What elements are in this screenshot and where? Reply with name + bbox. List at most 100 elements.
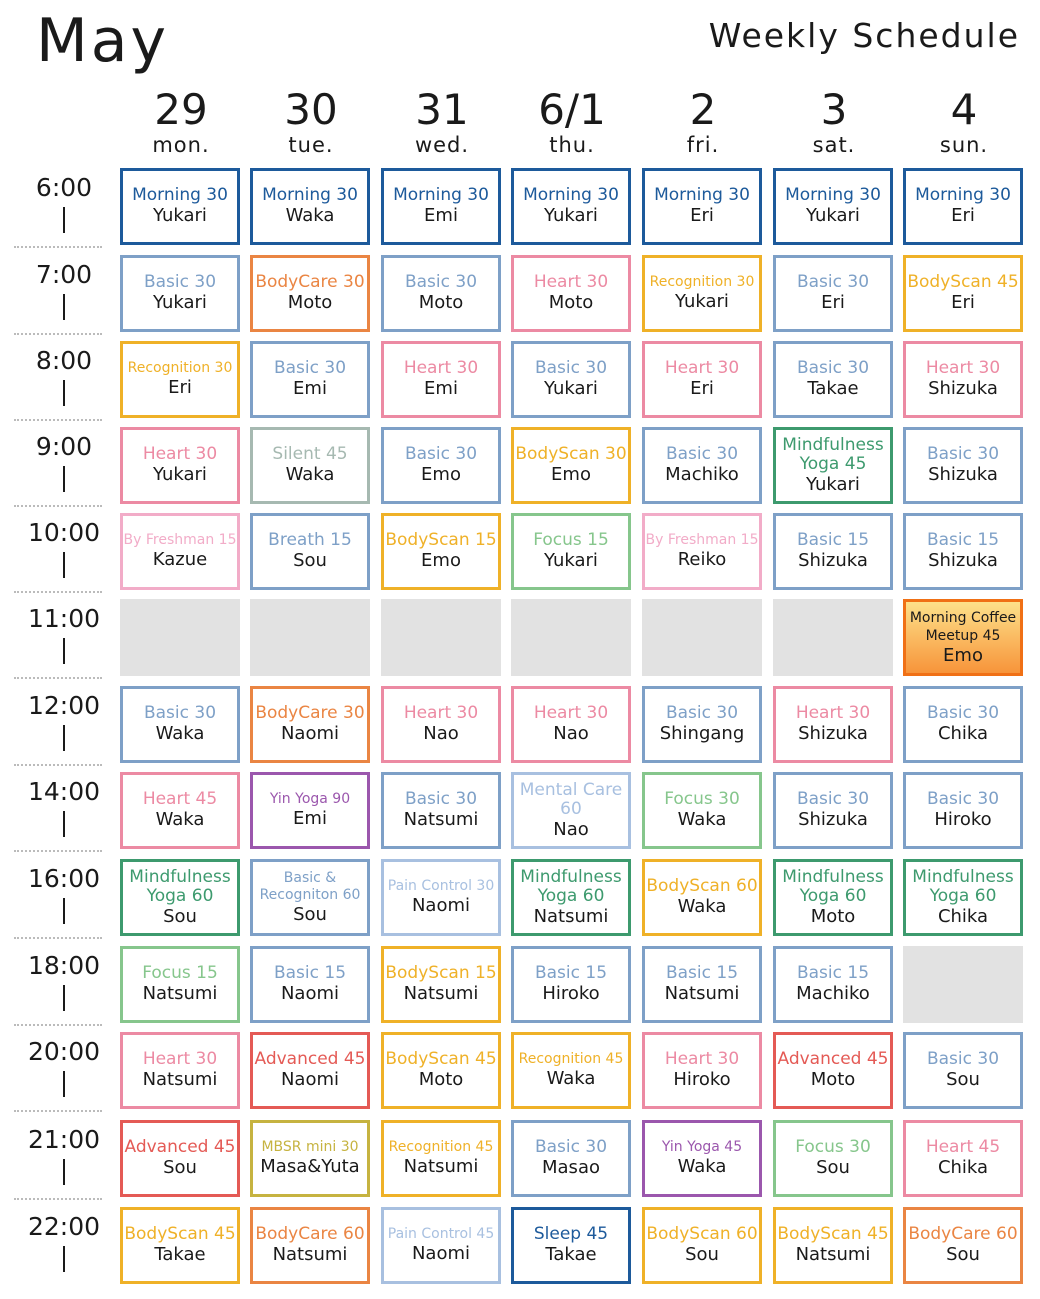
class-slot[interactable]: Breath 15 Sou — [250, 513, 370, 590]
class-slot[interactable]: Morning 30 Eri — [642, 168, 762, 245]
instructor-name: Moto — [418, 292, 464, 313]
class-slot[interactable]: Heart 30 Yukari — [120, 427, 240, 504]
class-slot[interactable]: Recognition 30 Yukari — [642, 255, 762, 332]
class-slot[interactable]: BodyScan 45 Takae — [120, 1207, 240, 1284]
class-slot[interactable]: Basic 15 Naomi — [250, 946, 370, 1023]
class-slot[interactable]: BodyScan 45 Moto — [381, 1032, 501, 1109]
class-slot[interactable]: Basic 30 Shizuka — [773, 772, 893, 849]
class-slot[interactable]: Basic 30 Natsumi — [381, 772, 501, 849]
class-slot[interactable]: Basic 30 Masao — [511, 1120, 631, 1197]
class-slot[interactable]: Mental Care 60 Nao — [511, 772, 631, 849]
class-name: Heart 30 — [664, 358, 740, 378]
class-slot[interactable]: Heart 30 Moto — [511, 255, 631, 332]
instructor-name: Natsumi — [795, 1244, 871, 1265]
class-slot[interactable]: Basic 30 Eri — [773, 255, 893, 332]
class-slot[interactable]: Basic 30 Emi — [250, 341, 370, 418]
instructor-name: Yukari — [544, 550, 598, 571]
class-slot[interactable]: Recognition 30 Eri — [120, 341, 240, 418]
class-slot[interactable]: Mindfulness Yoga 45 Yukari — [773, 427, 893, 504]
class-slot[interactable]: Basic 30 Waka — [120, 686, 240, 763]
class-slot[interactable]: BodyCare 30 Moto — [250, 255, 370, 332]
class-slot[interactable]: Heart 30 Eri — [642, 341, 762, 418]
class-slot[interactable]: Sleep 45 Takae — [511, 1207, 631, 1284]
class-slot[interactable]: BodyScan 30 Emo — [511, 427, 631, 504]
class-slot[interactable]: BodyCare 60 Natsumi — [250, 1207, 370, 1284]
class-slot[interactable]: Basic 15 Shizuka — [903, 513, 1023, 590]
class-slot[interactable]: Basic & Recogniton 60 Sou — [250, 859, 370, 936]
class-slot[interactable]: Morning 30 Yukari — [120, 168, 240, 245]
class-slot[interactable]: Basic 30 Machiko — [642, 427, 762, 504]
class-slot[interactable]: Focus 15 Yukari — [511, 513, 631, 590]
class-slot[interactable]: Basic 30 Shizuka — [903, 427, 1023, 504]
class-slot[interactable]: By Freshman 15 Reiko — [642, 513, 762, 590]
class-slot[interactable]: Heart 30 Nao — [511, 686, 631, 763]
class-slot[interactable]: Heart 30 Shizuka — [903, 341, 1023, 418]
class-slot[interactable]: Basic 30 Moto — [381, 255, 501, 332]
class-slot[interactable]: Morning 30 Waka — [250, 168, 370, 245]
time-label: 7:00 — [14, 260, 114, 320]
time-text: 21:00 — [27, 1125, 101, 1154]
day-name: sun. — [939, 133, 989, 157]
row-separator — [14, 1110, 102, 1112]
class-slot[interactable]: Heart 45 Chika — [903, 1120, 1023, 1197]
class-name: Mindfulness Yoga 60 — [129, 866, 231, 906]
class-slot[interactable]: Basic 30 Shingang — [642, 686, 762, 763]
class-slot[interactable]: Heart 30 Hiroko — [642, 1032, 762, 1109]
class-slot[interactable]: BodyScan 15 Emo — [381, 513, 501, 590]
class-slot[interactable]: Recognition 45 Natsumi — [381, 1120, 501, 1197]
class-name: Mental Care 60 — [519, 779, 623, 819]
class-slot[interactable]: Basic 30 Takae — [773, 341, 893, 418]
class-slot[interactable]: Heart 30 Nao — [381, 686, 501, 763]
class-slot[interactable]: BodyScan 60 Waka — [642, 859, 762, 936]
class-slot[interactable]: Advanced 45 Naomi — [250, 1032, 370, 1109]
class-slot[interactable]: Pain Control 30 Naomi — [381, 859, 501, 936]
class-slot[interactable]: Heart 30 Shizuka — [773, 686, 893, 763]
class-slot[interactable]: MBSR mini 30 Masa&Yuta — [250, 1120, 370, 1197]
class-slot[interactable]: Yin Yoga 90 Emi — [250, 772, 370, 849]
instructor-name: Waka — [677, 1156, 727, 1177]
class-slot[interactable]: Pain Control 45 Naomi — [381, 1207, 501, 1284]
class-slot[interactable]: BodyScan 60 Sou — [642, 1207, 762, 1284]
class-slot[interactable]: Basic 30 Yukari — [120, 255, 240, 332]
class-slot[interactable]: Mindfulness Yoga 60 Chika — [903, 859, 1023, 936]
class-slot[interactable]: Focus 15 Natsumi — [120, 946, 240, 1023]
class-slot[interactable]: Morning Coffee Meetup 45 Emo — [903, 599, 1023, 676]
class-slot[interactable]: Mindfulness Yoga 60 Moto — [773, 859, 893, 936]
class-slot[interactable]: Morning 30 Yukari — [511, 168, 631, 245]
class-slot[interactable]: Basic 30 Emo — [381, 427, 501, 504]
class-slot[interactable]: Mindfulness Yoga 60 Natsumi — [511, 859, 631, 936]
class-slot[interactable]: Basic 30 Chika — [903, 686, 1023, 763]
class-slot[interactable]: Advanced 45 Moto — [773, 1032, 893, 1109]
class-slot[interactable]: Basic 30 Yukari — [511, 341, 631, 418]
class-name: Pain Control 30 — [387, 878, 495, 894]
class-slot[interactable]: Focus 30 Waka — [642, 772, 762, 849]
class-slot[interactable]: BodyCare 30 Naomi — [250, 686, 370, 763]
time-text: 18:00 — [27, 951, 101, 980]
class-slot[interactable]: BodyCare 60 Sou — [903, 1207, 1023, 1284]
class-slot[interactable]: Basic 30 Sou — [903, 1032, 1023, 1109]
class-slot[interactable]: Morning 30 Eri — [903, 168, 1023, 245]
class-slot[interactable]: Morning 30 Yukari — [773, 168, 893, 245]
class-slot[interactable]: Basic 15 Hiroko — [511, 946, 631, 1023]
class-slot[interactable]: Basic 30 Hiroko — [903, 772, 1023, 849]
class-slot[interactable]: Advanced 45 Sou — [120, 1120, 240, 1197]
class-slot[interactable]: Heart 45 Waka — [120, 772, 240, 849]
class-slot[interactable]: Mindfulness Yoga 60 Sou — [120, 859, 240, 936]
instructor-name: Eri — [690, 205, 714, 226]
class-slot[interactable]: By Freshman 15 Kazue — [120, 513, 240, 590]
class-slot[interactable]: Basic 15 Shizuka — [773, 513, 893, 590]
class-slot[interactable]: BodyScan 45 Natsumi — [773, 1207, 893, 1284]
class-slot[interactable]: Recognition 45 Waka — [511, 1032, 631, 1109]
class-slot[interactable]: Basic 15 Natsumi — [642, 946, 762, 1023]
class-slot[interactable]: BodyScan 45 Eri — [903, 255, 1023, 332]
class-slot[interactable]: Heart 30 Natsumi — [120, 1032, 240, 1109]
class-name: Basic 30 — [926, 703, 1000, 723]
class-slot[interactable]: Basic 15 Machiko — [773, 946, 893, 1023]
time-label: 11:00 — [14, 604, 114, 664]
class-slot[interactable]: Heart 30 Emi — [381, 341, 501, 418]
class-slot[interactable]: BodyScan 15 Natsumi — [381, 946, 501, 1023]
class-slot[interactable]: Focus 30 Sou — [773, 1120, 893, 1197]
class-slot[interactable]: Silent 45 Waka — [250, 427, 370, 504]
class-slot[interactable]: Morning 30 Emi — [381, 168, 501, 245]
class-slot[interactable]: Yin Yoga 45 Waka — [642, 1120, 762, 1197]
